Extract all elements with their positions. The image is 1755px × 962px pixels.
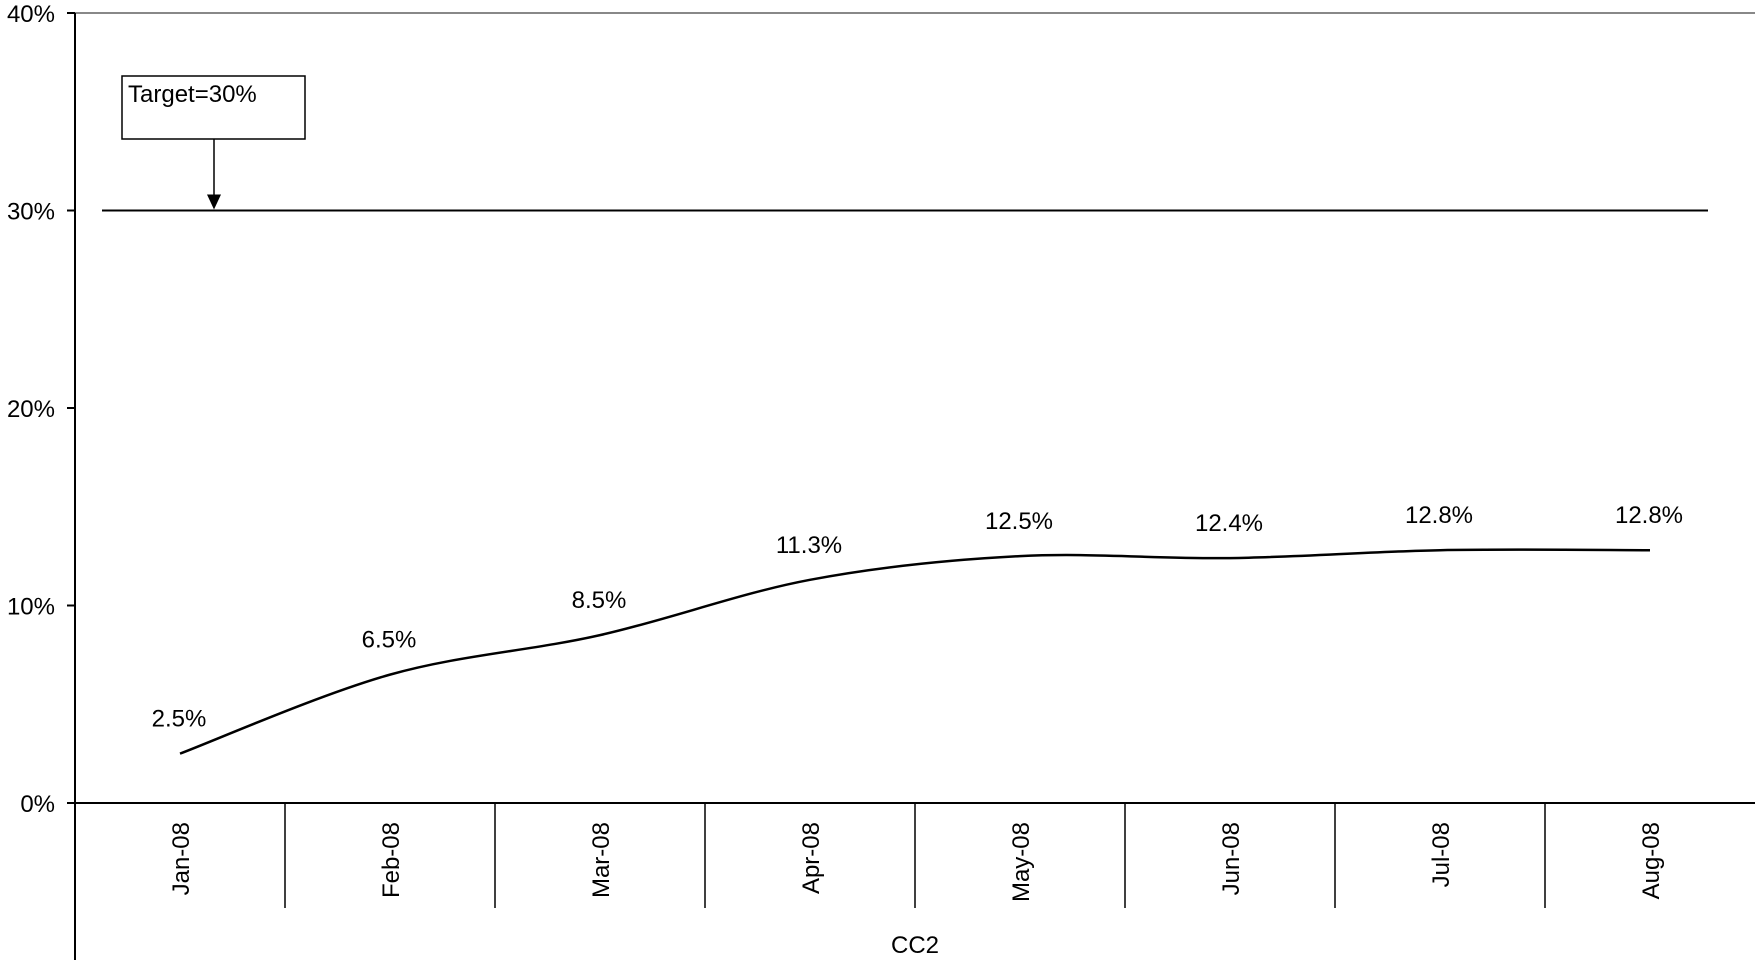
x-tick-label: Jul-08 bbox=[1428, 822, 1455, 887]
x-tick-label: Jan-08 bbox=[168, 822, 195, 895]
series-line bbox=[179, 548, 1651, 755]
target-callout-label: Target=30% bbox=[128, 81, 257, 108]
y-tick-label: 30% bbox=[7, 199, 55, 226]
x-tick-label: May-08 bbox=[1008, 822, 1035, 902]
data-label: 12.8% bbox=[1405, 502, 1473, 529]
data-labels: 2.5% 6.5% 8.5% 11.3% 12.5% 12.4% 12.8% 12.8% bbox=[152, 502, 1683, 732]
x-tick-label: Aug-08 bbox=[1638, 822, 1665, 899]
x-tick-label: Apr-08 bbox=[798, 822, 825, 894]
y-tick-label: 0% bbox=[20, 791, 55, 818]
x-tick-label: Mar-08 bbox=[588, 822, 615, 898]
x-tick-label: Feb-08 bbox=[378, 822, 405, 898]
y-tick-label: 40% bbox=[7, 1, 55, 28]
data-label: 2.5% bbox=[152, 706, 207, 733]
target-callout-arrowhead bbox=[207, 194, 221, 210]
data-label: 11.3% bbox=[776, 532, 842, 559]
x-axis-title: CC2 bbox=[891, 932, 939, 959]
data-label: 12.8% bbox=[1615, 502, 1683, 529]
data-label: 6.5% bbox=[362, 627, 417, 654]
x-tick-label: Jun-08 bbox=[1218, 822, 1245, 895]
target-annotation: Target=30% bbox=[102, 75, 1708, 212]
y-tick-label: 20% bbox=[7, 396, 55, 423]
axes: 0% 10% 20% 30% 40% Jan-08 Feb-08 Mar-08 Apr-08 Ma… bbox=[7, 1, 1755, 960]
data-label: 12.5% bbox=[985, 508, 1053, 535]
data-label: 12.4% bbox=[1195, 510, 1263, 537]
y-tick-label: 10% bbox=[7, 594, 55, 621]
data-label: 8.5% bbox=[572, 587, 627, 614]
series bbox=[179, 548, 1651, 755]
